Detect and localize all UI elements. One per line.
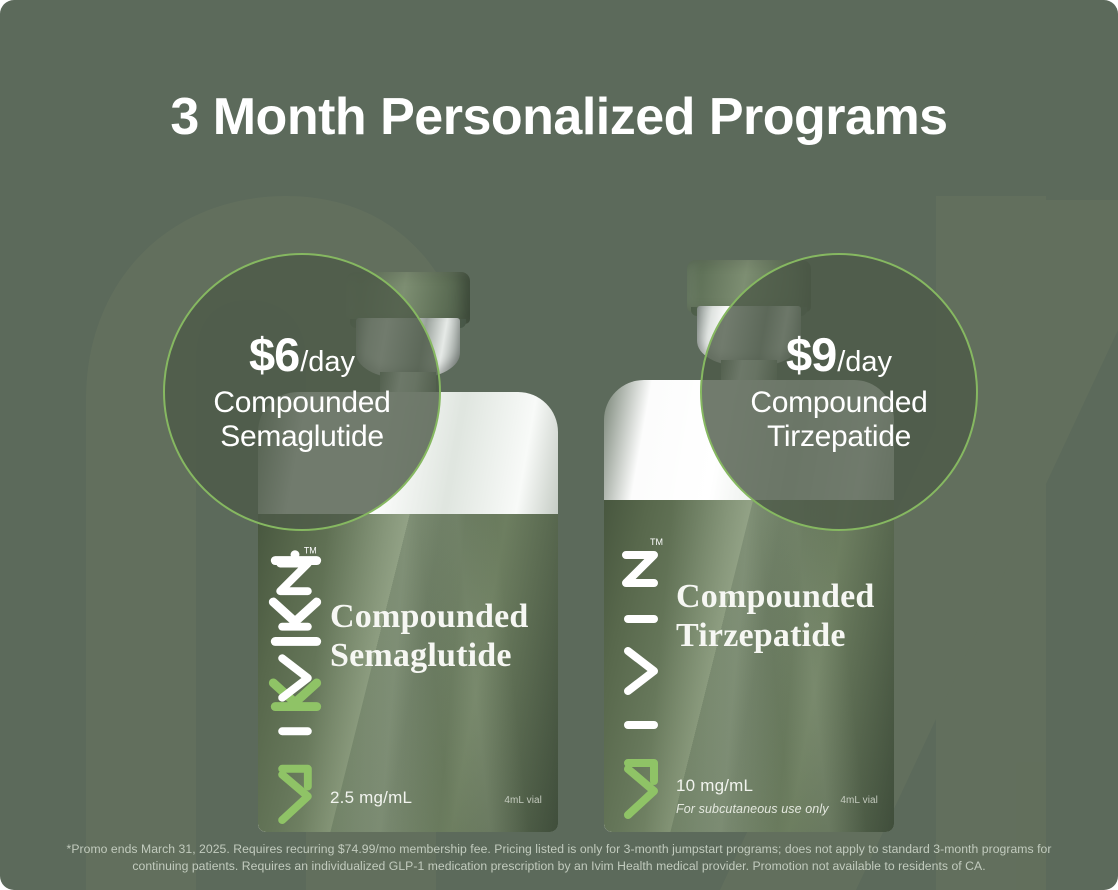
badge-drug-line1: Compounded — [750, 385, 928, 419]
vial-drug-name-line2: Semaglutide — [330, 636, 512, 674]
vial-drug-name: Compounded Semaglutide — [330, 598, 544, 676]
vial-drug-name-line2: Tirzepatide — [676, 616, 846, 654]
vial-label-semaglutide: TM Compounded Semaglutide 2.5 mg/mL 4mL … — [258, 514, 558, 832]
price-amount: $6 — [248, 327, 300, 381]
vial-label-tirzepatide: TM Compounded Tirzepatide 10 mg/mL For s… — [604, 500, 894, 832]
badge-drug-line2: Tirzepatide — [766, 419, 911, 453]
vial-size: 4mL vial — [504, 795, 542, 806]
vial-drug-name-line1: Compounded — [330, 598, 529, 635]
footer-disclaimer: *Promo ends March 31, 2025. Requires rec… — [66, 841, 1052, 874]
price-badge-tirzepatide[interactable]: $9 /day Compounded Tirzepatide — [700, 253, 978, 531]
price-period: /day — [837, 345, 893, 378]
vial-strength: 10 mg/mL — [676, 776, 754, 795]
badge-drug-name: Compounded Tirzepatide — [750, 386, 927, 453]
vial-strength: 2.5 mg/mL — [330, 788, 413, 807]
price-period: /day — [300, 345, 356, 378]
ivim-brandmark-icon: TM — [614, 514, 668, 824]
svg-text:TM: TM — [304, 546, 317, 556]
price-line: $9 /day — [786, 331, 892, 378]
price-amount: $9 — [785, 327, 837, 381]
vial-size: 4mL vial — [840, 795, 878, 806]
vial-drug-name: Compounded Tirzepatide — [676, 578, 880, 656]
badge-drug-line2: Semaglutide — [220, 419, 384, 453]
badge-drug-name: Compounded Semaglutide — [213, 386, 390, 453]
price-badge-semaglutide[interactable]: $6 /day Compounded Semaglutide — [163, 253, 441, 531]
page-title: 3 Month Personalized Programs — [170, 88, 948, 146]
badge-drug-line1: Compounded — [213, 385, 391, 419]
svg-text:TM: TM — [650, 537, 663, 547]
vial-drug-name-line1: Compounded — [676, 578, 875, 615]
vial-route-note: For subcutaneous use only — [676, 802, 829, 816]
price-line: $6 /day — [249, 331, 355, 378]
ivim-brandmark-icon: TM — [268, 528, 322, 824]
